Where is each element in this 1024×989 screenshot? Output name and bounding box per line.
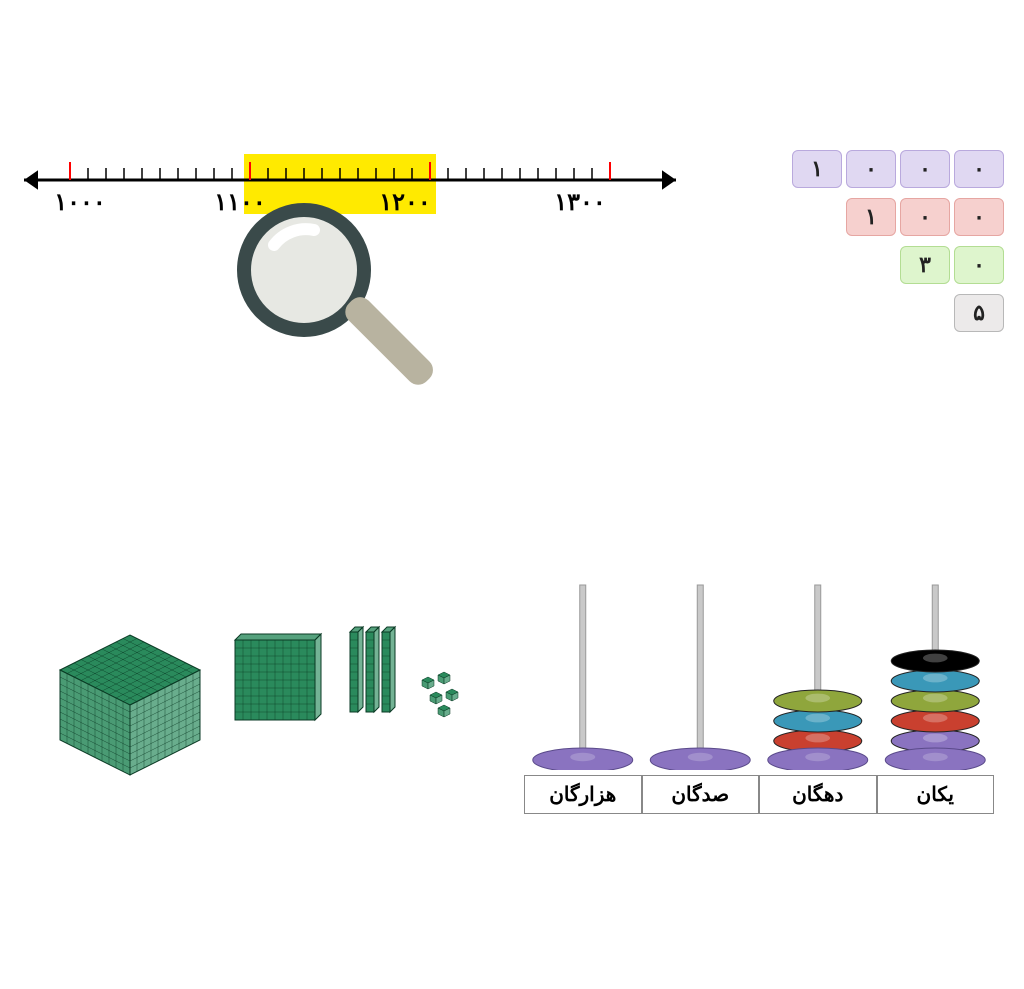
- blocks-svg: [50, 580, 470, 800]
- abacus-label: صدگان: [642, 775, 760, 814]
- pv-row-3: ۵: [764, 294, 1004, 332]
- pv-cell: ۱: [846, 198, 896, 236]
- blocks-panel: [50, 580, 470, 800]
- abacus-label: هزارگان: [524, 775, 642, 814]
- pv-cell: ۰: [900, 198, 950, 236]
- pv-cell: ۵: [954, 294, 1004, 332]
- numberline-svg: ۱۰۰۰ ۱۱۰۰ ۱۲۰۰ ۱۳۰۰: [20, 140, 680, 420]
- pv-row-1: ۱۰۰: [764, 198, 1004, 236]
- abacus-labels-row: هزارگانصدگاندهگانیکان: [524, 775, 994, 814]
- pv-cell: ۱: [792, 150, 842, 188]
- numberline-panel: ۱۰۰۰ ۱۱۰۰ ۱۲۰۰ ۱۳۰۰: [20, 140, 680, 420]
- abacus-svg: [524, 560, 994, 770]
- svg-text:۱۲۰۰: ۱۲۰۰: [379, 189, 431, 216]
- abacus-panel: هزارگانصدگاندهگانیکان: [524, 560, 994, 820]
- pv-cell: ۰: [900, 150, 950, 188]
- pv-cell: ۳: [900, 246, 950, 284]
- abacus-label: دهگان: [759, 775, 877, 814]
- svg-text:۱۱۰۰: ۱۱۰۰: [214, 189, 266, 216]
- pv-cell: ۰: [954, 246, 1004, 284]
- pv-cell: ۰: [954, 150, 1004, 188]
- abacus-label: یکان: [877, 775, 995, 814]
- pv-row-2: ۳۰: [764, 246, 1004, 284]
- svg-text:۱۳۰۰: ۱۳۰۰: [554, 189, 606, 216]
- pv-cell: ۰: [954, 198, 1004, 236]
- pv-row-0: ۱۰۰۰: [764, 150, 1004, 188]
- svg-text:۱۰۰۰: ۱۰۰۰: [54, 189, 106, 216]
- pv-cell: ۰: [846, 150, 896, 188]
- place-value-boxes: ۱۰۰۰۱۰۰۳۰۵: [764, 150, 1004, 342]
